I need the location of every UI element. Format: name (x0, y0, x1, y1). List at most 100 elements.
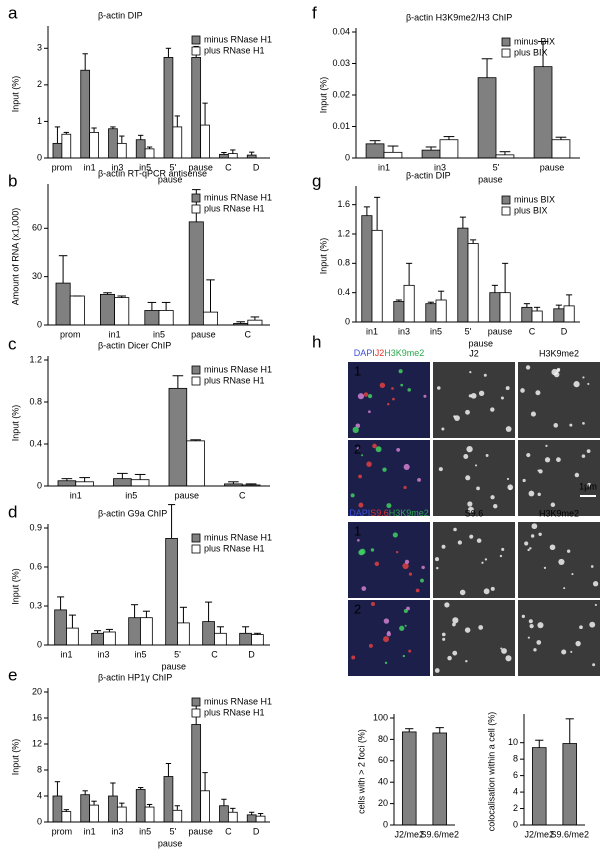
focus (530, 534, 535, 538)
focus (398, 369, 403, 374)
y-tick-label: 4 (37, 790, 42, 800)
error-bar (435, 727, 444, 733)
legend-label: plus RNase H1 (204, 375, 265, 385)
x-tick-label: in1 (109, 329, 121, 339)
scale-bar-label: 1μm (579, 481, 597, 491)
row-number: 1 (354, 363, 361, 378)
focus (569, 423, 573, 427)
focus (582, 376, 585, 379)
x-tick-label: pause (188, 826, 213, 836)
focus (352, 426, 359, 433)
focus (553, 371, 560, 378)
bar (432, 732, 448, 826)
error-bar (555, 136, 567, 140)
bar (89, 131, 99, 159)
error-bar (147, 301, 157, 311)
focus (573, 381, 580, 388)
x-tick-label: in5 (430, 326, 442, 336)
error-bar (91, 127, 97, 133)
focus (490, 586, 495, 591)
focus (592, 663, 596, 667)
y-tick-label: 0.3 (29, 600, 42, 610)
focus (500, 647, 503, 650)
error-bar (555, 304, 562, 309)
x-tick-label: in1 (84, 826, 96, 836)
y-tick-label: 0 (37, 152, 42, 162)
error-bar (103, 292, 112, 295)
bar (247, 319, 263, 326)
focus (587, 482, 592, 487)
focus (586, 449, 591, 454)
error-bar (174, 805, 180, 811)
x-tick-label: 5' (170, 826, 177, 836)
error-bar (82, 53, 88, 71)
x-tick-label: pause (540, 162, 565, 172)
bar (55, 282, 71, 326)
legend-swatch (501, 37, 511, 47)
x-tick-label: D (253, 162, 260, 172)
y-tick-label: 16 (32, 712, 42, 722)
focus (481, 561, 484, 564)
error-bar (470, 239, 477, 244)
error-bar (190, 439, 201, 441)
bar (158, 310, 174, 326)
y-tick-label: 0.03 (332, 58, 350, 68)
error-bar (253, 632, 261, 635)
error-bar (230, 807, 236, 813)
y-tick-label: 1.2 (29, 354, 42, 364)
bar (128, 617, 141, 646)
focus (359, 548, 366, 555)
y-tick-label: 0 (37, 480, 42, 490)
focus (556, 457, 561, 463)
y-tick-label: 0 (345, 316, 350, 326)
error-bar (438, 290, 445, 300)
focus (525, 365, 531, 370)
chart-title: β-actin HP1γ ChIP (98, 672, 172, 682)
focus (453, 527, 457, 532)
focus (483, 373, 487, 377)
error-bar (249, 151, 255, 156)
focus (395, 550, 399, 554)
x-tick-label: C (529, 326, 536, 336)
error-bar (236, 321, 245, 324)
focus (350, 493, 355, 498)
focus (368, 643, 373, 648)
error-bar (425, 146, 437, 151)
bar (135, 139, 146, 159)
y-tick-label: 60 (378, 755, 388, 765)
error-bar (221, 798, 227, 806)
bar (57, 480, 77, 487)
focus (467, 501, 473, 507)
focus (543, 566, 547, 569)
error-bar (216, 626, 224, 634)
error-bar (82, 790, 88, 795)
focus (459, 589, 466, 596)
error-bar (387, 145, 399, 153)
error-bar (119, 135, 125, 144)
focus (452, 650, 458, 656)
error-bar (63, 131, 69, 135)
bar (116, 142, 127, 159)
focus (444, 602, 450, 608)
bar (371, 229, 383, 323)
focus (454, 415, 460, 422)
x-tick-label: in3 (398, 326, 410, 336)
legend-swatch (501, 48, 511, 58)
focus (452, 617, 459, 624)
focus (402, 562, 409, 570)
focus (400, 383, 404, 387)
focus (408, 572, 413, 576)
x-tick-label: in3 (434, 162, 446, 172)
merge-label-part: H3K9me2 (389, 508, 429, 518)
focus (368, 410, 371, 414)
bar (383, 151, 403, 159)
focus (366, 461, 372, 467)
y-tick-label: 0 (345, 152, 350, 162)
focus (581, 454, 586, 458)
focus (452, 622, 456, 627)
panel-letter: e (8, 665, 17, 684)
focus (387, 402, 390, 406)
focus (417, 477, 421, 482)
focus (396, 447, 401, 452)
y-tick-label: 12 (32, 738, 42, 748)
